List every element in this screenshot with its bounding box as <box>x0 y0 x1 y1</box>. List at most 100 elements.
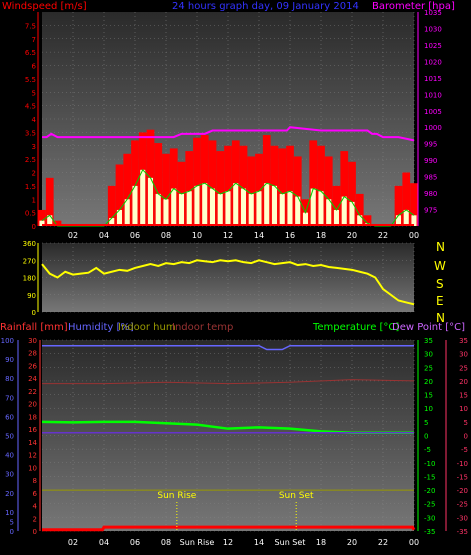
rainfall-tick-label: 18 <box>28 413 37 421</box>
windspeed-bar <box>162 153 170 226</box>
dew-point-tick-label: 15 <box>459 392 468 400</box>
windspeed-bar <box>402 172 411 226</box>
average-wind-bar <box>225 191 231 226</box>
dew-point-tick-label: -30 <box>457 514 468 522</box>
windspeed-tick-label: 7.5 <box>25 22 36 30</box>
windspeed-bar <box>38 209 46 226</box>
average-wind-bar <box>271 185 278 226</box>
rainfall-tick-label: 26 <box>28 362 37 370</box>
rainfall-tick-label: 8 <box>33 477 37 485</box>
temperature-tick-label: -30 <box>424 514 435 522</box>
barometer-tick-label: 1010 <box>424 91 442 99</box>
humidity-tick-label: 40 <box>5 452 14 460</box>
temperature-tick-label: 25 <box>424 364 433 372</box>
average-wind-bar <box>240 188 247 226</box>
compass-letter-n-bottom: N <box>436 311 445 325</box>
humidity-tick-label: 90 <box>5 356 14 364</box>
average-wind-bar <box>194 185 200 226</box>
windspeed-tick-label: 4 <box>32 116 37 124</box>
average-wind-bar <box>287 191 293 226</box>
humidity-tick-label: 30 <box>5 471 14 479</box>
average-wind-bar <box>217 193 223 226</box>
windspeed-bar <box>45 177 54 226</box>
windspeed-bar <box>247 156 256 226</box>
windspeed-bar <box>355 193 364 226</box>
average-wind-bar <box>47 215 53 226</box>
direction-tick-label: 0 <box>32 309 36 317</box>
rainfall-tick-label: 24 <box>28 375 37 383</box>
wind-x-tick-label: 12 <box>223 231 233 240</box>
average-wind-bar <box>326 199 332 226</box>
rainfall-tick-label: 4 <box>33 503 38 511</box>
dew-point-tick-label: 20 <box>459 378 468 386</box>
average-wind-bar <box>411 215 417 226</box>
temp-x-tick-label: 02 <box>68 538 78 547</box>
temperature-tick-label: -15 <box>424 473 435 481</box>
compass-letter-s: S <box>436 277 444 291</box>
windspeed-bar <box>262 135 271 226</box>
windspeed-tick-label: 7 <box>32 36 36 44</box>
windspeed-bar <box>394 185 403 226</box>
compass-letter-e: E <box>436 294 444 308</box>
barometer-tick-label: 1025 <box>424 42 442 50</box>
humidity-line <box>42 344 414 351</box>
windspeed-tick-label: 2 <box>32 170 36 178</box>
temp-x-tick-label: 20 <box>347 538 357 547</box>
average-wind-bar <box>109 217 115 226</box>
average-wind-bar <box>310 188 316 226</box>
direction-line <box>41 259 415 306</box>
direction-tick-label: 270 <box>23 257 36 265</box>
windspeed-tick-label: 5 <box>32 89 36 97</box>
temp-x-tick-label: 14 <box>254 538 264 547</box>
average-wind-bar <box>403 209 409 226</box>
wind-x-tick-label: 08 <box>161 231 171 240</box>
rainfall-tick-label: 22 <box>28 388 37 396</box>
temperature-tick-label: 20 <box>424 378 433 386</box>
temperature-tick-label: -10 <box>424 460 435 468</box>
rainfall-axis-title: Rainfall [mm] <box>0 322 68 333</box>
barometer-tick-label: 975 <box>424 207 437 215</box>
temp-x-tick-label: 18 <box>316 538 326 547</box>
direction-tick-label: 90 <box>27 292 36 300</box>
sun-set-label: Sun Set <box>279 491 314 501</box>
humidity-tick-label: 70 <box>5 394 14 402</box>
dew-point-tick-label: -10 <box>457 460 468 468</box>
average-wind-bar <box>248 193 254 226</box>
windspeed-bar <box>239 145 248 226</box>
windspeed-tick-label: 6 <box>32 63 37 71</box>
average-wind-bar <box>155 193 161 226</box>
temperature-tick-label: -20 <box>424 487 435 495</box>
dew-point-tick-label: -15 <box>457 473 468 481</box>
wind-x-tick-label: 14 <box>254 231 264 240</box>
rainfall-tick-label: 0 <box>33 528 37 536</box>
windspeed-bar <box>293 156 302 226</box>
windspeed-bar <box>332 185 341 226</box>
wind-x-tick-label: 10 <box>192 231 202 240</box>
temperature-tick-label: 30 <box>424 351 433 359</box>
direction-plot-area <box>42 243 414 312</box>
dew-point-tick-label: 35 <box>459 337 468 345</box>
average-wind-bar <box>39 220 45 226</box>
dew-point-tick-label: 5 <box>464 419 468 427</box>
windspeed-bar <box>169 148 178 226</box>
windspeed-tick-label: 0.5 <box>25 210 36 218</box>
windspeed-bar <box>340 151 349 226</box>
humidity-axis-title: Humidity [%] <box>68 322 134 333</box>
average-wind-bar <box>147 177 154 226</box>
dew-point-tick-label: 0 <box>464 433 468 441</box>
average-wind-bar <box>140 169 146 226</box>
average-wind-bar <box>256 191 262 226</box>
humidity-tick-label: 10 <box>5 509 14 517</box>
barometer-line <box>42 126 415 142</box>
temp-x-tick-label: 06 <box>130 538 140 547</box>
rainfall-tick-label: 10 <box>28 464 37 472</box>
direction-tick-label: 360 <box>23 240 36 248</box>
windspeed-bar <box>200 135 209 226</box>
wind-x-tick-label: 02 <box>68 231 78 240</box>
average-wind-bar <box>295 196 301 226</box>
humidity-tick-label: 50 <box>5 433 14 441</box>
rainfall-tick-label: 16 <box>28 426 37 434</box>
barometer-tick-label: 995 <box>424 141 437 149</box>
